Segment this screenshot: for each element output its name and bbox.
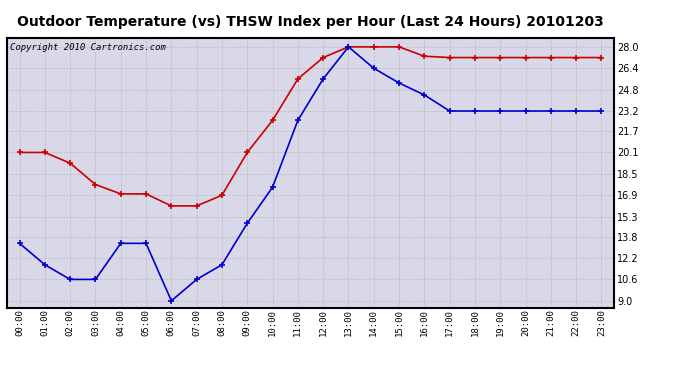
Text: Outdoor Temperature (vs) THSW Index per Hour (Last 24 Hours) 20101203: Outdoor Temperature (vs) THSW Index per … <box>17 15 604 29</box>
Text: Copyright 2010 Cartronics.com: Copyright 2010 Cartronics.com <box>10 43 166 52</box>
